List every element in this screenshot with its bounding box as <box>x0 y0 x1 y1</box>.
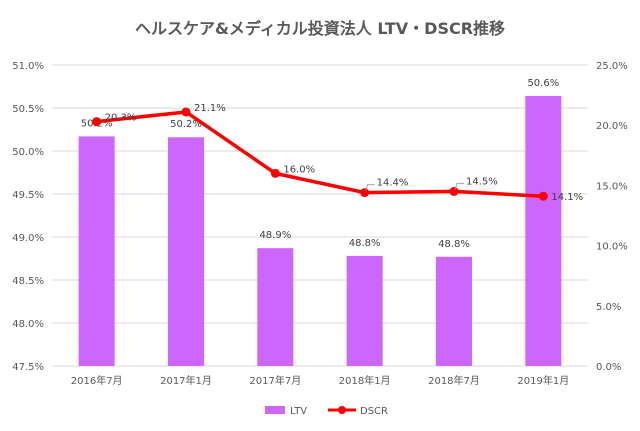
x-tick-label: 2017年7月 <box>249 374 301 387</box>
bar-data-label: 50.2% <box>170 119 202 130</box>
x-tick-label: 2018年1月 <box>339 374 391 387</box>
y-left-tick-label: 49.5% <box>12 190 44 201</box>
y-right-tick-label: 20.0% <box>596 121 628 132</box>
bar-ltv <box>257 248 294 366</box>
line-data-label: 21.1% <box>194 103 226 114</box>
line-data-label: 14.4% <box>377 178 409 189</box>
chart-title: ヘルスケア&メディカル投資法人 LTV・DSCR推移 <box>135 19 505 38</box>
data-label-leader <box>454 182 464 190</box>
bar-ltv <box>346 255 383 366</box>
bar-data-label: 50.6% <box>527 78 559 89</box>
y-left-tick-label: 50.5% <box>12 104 44 115</box>
bar-ltv <box>525 95 562 367</box>
x-tick-label: 2018年7月 <box>428 374 480 387</box>
legend-ltv-swatch <box>265 406 285 414</box>
point-dscr <box>449 186 459 196</box>
y-left-tick-label: 47.5% <box>12 362 44 373</box>
point-dscr <box>360 188 370 198</box>
x-tick-label: 2016年7月 <box>71 374 123 387</box>
line-data-label: 14.5% <box>466 176 498 187</box>
legend-dscr-marker <box>338 406 346 414</box>
line-data-label: 14.1% <box>551 192 583 203</box>
legend-ltv-label: LTV <box>290 406 307 417</box>
x-tick-label: 2017年1月 <box>160 374 212 387</box>
point-dscr <box>538 191 548 201</box>
x-tick-label: 2019年1月 <box>517 374 569 387</box>
y-right-tick-label: 15.0% <box>596 181 628 192</box>
bar-ltv <box>436 256 472 366</box>
y-left-tick-label: 48.0% <box>12 319 44 330</box>
line-data-label: 20.3% <box>105 113 137 124</box>
y-left-tick-label: 49.0% <box>12 233 44 244</box>
y-right-tick-label: 0.0% <box>596 362 621 373</box>
y-left-tick-label: 48.5% <box>12 276 44 287</box>
legend-dscr-label: DSCR <box>360 406 388 417</box>
y-right-tick-label: 25.0% <box>596 61 628 72</box>
y-right-tick-label: 5.0% <box>596 302 621 313</box>
bar-data-label: 48.9% <box>259 230 291 241</box>
point-dscr <box>181 107 191 117</box>
line-dscr <box>96 110 544 198</box>
y-left-tick-label: 50.0% <box>12 147 44 158</box>
data-label-leader <box>365 184 375 191</box>
bar-data-label: 48.8% <box>438 239 470 250</box>
bar-ltv <box>78 136 115 366</box>
bar-ltv <box>168 137 204 366</box>
point-dscr <box>92 117 102 127</box>
y-right-tick-label: 10.0% <box>596 242 628 253</box>
point-dscr <box>270 168 280 178</box>
bar-data-label: 48.8% <box>349 238 381 249</box>
y-left-tick-label: 51.0% <box>12 61 44 72</box>
line-data-label: 16.0% <box>283 164 315 175</box>
